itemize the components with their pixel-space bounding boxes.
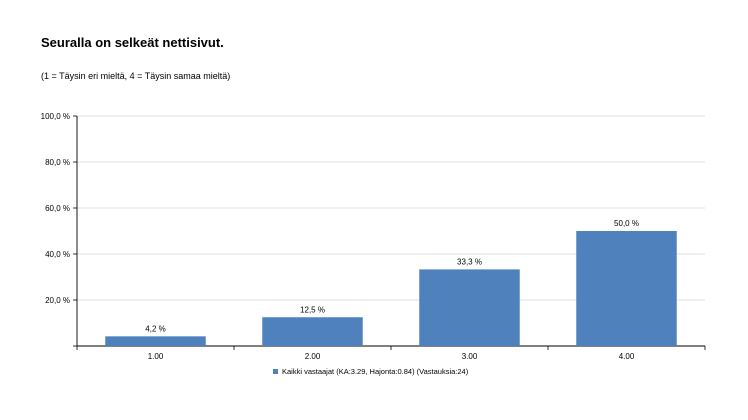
data-label: 4,2 % (145, 324, 165, 333)
y-tick-label: 60,0 % (45, 204, 70, 213)
bar (262, 317, 363, 346)
legend-label: Kaikki vastaajat (KA:3.29, Hajonta:0.84)… (282, 367, 469, 376)
data-label: 33,3 % (457, 257, 482, 266)
legend-swatch (273, 369, 278, 374)
chart-title: Seuralla on selkeät nettisivut. (41, 35, 224, 50)
bar (576, 231, 677, 346)
x-tick-label: 1.00 (148, 352, 164, 361)
x-tick-label: 2.00 (305, 352, 321, 361)
chart-legend: Kaikki vastaajat (KA:3.29, Hajonta:0.84)… (273, 367, 468, 376)
y-tick-label: 20,0 % (45, 296, 70, 305)
data-label: 12,5 % (300, 305, 325, 314)
y-tick-label: 100,0 % (41, 112, 70, 121)
bar (105, 336, 206, 346)
bar (419, 269, 520, 346)
x-tick-label: 3.00 (462, 352, 478, 361)
y-tick-label: 80,0 % (45, 158, 70, 167)
chart-subtitle: (1 = Täysin eri mieltä, 4 = Täysin samaa… (41, 71, 231, 81)
data-label: 50,0 % (614, 219, 639, 228)
y-tick-label: 40,0 % (45, 250, 70, 259)
x-tick-label: 4.00 (619, 352, 635, 361)
